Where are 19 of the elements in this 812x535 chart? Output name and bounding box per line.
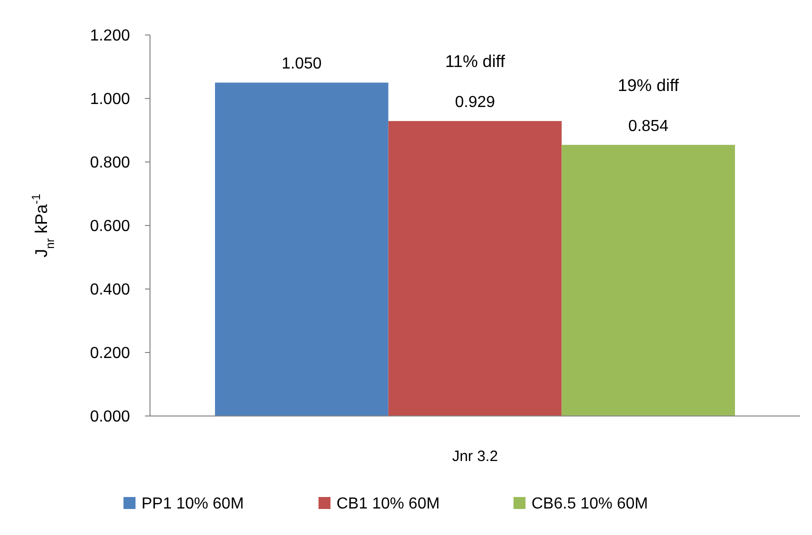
bar	[215, 82, 388, 416]
legend-label: CB6.5 10% 60M	[532, 496, 648, 513]
y-tick-label: 0.600	[90, 218, 130, 236]
data-label: 0.854	[628, 118, 668, 135]
y-tick-label: 1.000	[90, 91, 130, 108]
x-tick-label: Jnr 3.2	[452, 448, 498, 465]
legend-label: CB1 10% 60M	[336, 496, 440, 513]
data-label: 1.050	[282, 56, 322, 73]
bar	[562, 144, 735, 416]
legend-label: PP1 10% 60M	[142, 496, 244, 513]
annotation: 19% diff	[618, 76, 680, 95]
bar	[388, 121, 562, 416]
y-tick-label: 0.800	[90, 154, 130, 172]
annotation: 11% diff	[445, 52, 506, 72]
y-tick-label: 0.000	[90, 408, 130, 426]
data-label: 0.929	[454, 94, 496, 112]
y-tick-label: 1.200	[90, 28, 130, 45]
y-tick-label: 0.400	[90, 282, 130, 299]
y-tick-label: 0.200	[90, 345, 130, 362]
